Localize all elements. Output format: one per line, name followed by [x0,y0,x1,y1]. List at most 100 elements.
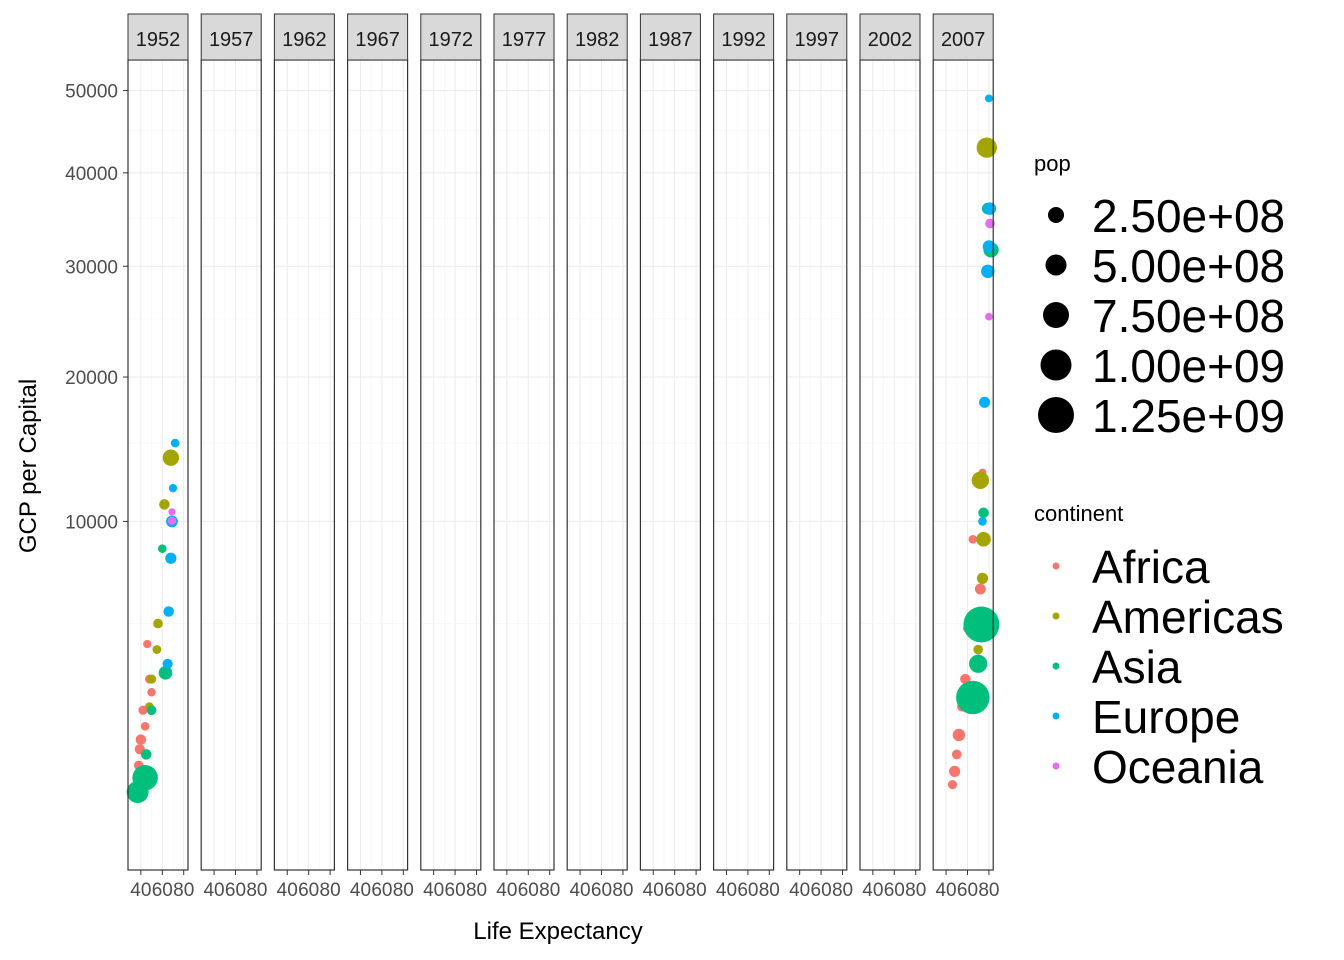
x-tick-label: 80 [466,880,487,901]
facet-strip [932,13,994,61]
size-legend-label: 1.25e+09 [1092,390,1285,442]
x-tick-label: 40 [496,880,517,901]
y-tick-label: 10000 [65,512,118,533]
facet-strip-label: 1987 [648,29,693,51]
color-legend-label: Americas [1092,591,1284,643]
x-tick-label: 60 [152,880,173,901]
point-asia-2007 [963,606,1000,643]
point-africa-2007 [952,728,966,742]
x-tick-label: 80 [686,880,707,901]
x-tick-label: 40 [203,880,224,901]
x-tick-label: 80 [612,880,633,901]
facet-panel-1997: 1997 40 60 80 [786,13,853,901]
color-legend-key-americas [1052,612,1060,620]
color-legend-key-europe [1052,712,1060,720]
facet-panel-1987: 1987 40 60 80 [639,13,707,901]
facet-strip-label: 1962 [282,29,327,51]
panel-border [493,59,555,871]
point-americas-1952 [162,449,180,466]
point-europe-1952 [165,552,177,564]
y-axis: 10000 20000 30000 40000 50000 [65,82,128,533]
facet-strip-label: 2007 [941,29,986,51]
point-africa-2007 [947,780,958,790]
point-asia-1952 [146,705,157,716]
point-europe-1952 [163,606,174,617]
facet-strip [859,13,921,61]
x-tick-label: 60 [591,880,612,901]
facet-strip [200,13,262,61]
panel-border [566,59,628,871]
facet-strip [420,13,482,61]
panel-border [273,59,335,871]
size-legend-key [1045,254,1067,276]
facet-strip [786,13,848,61]
facet-strip [566,13,628,61]
point-oceania-1952 [168,508,176,516]
facet-strip-label: 1982 [575,29,620,51]
x-tick-label: 80 [832,880,853,901]
facet-panel-1957: 1957 40 60 80 [200,13,267,901]
point-americas-2007 [973,644,984,655]
size-legend-label: 2.50e+08 [1092,190,1285,242]
x-tick-label: 40 [423,880,444,901]
color-legend-key-asia [1052,662,1060,670]
point-asia-2007 [956,680,990,715]
point-asia-1952 [157,544,167,553]
size-legend-key [1048,207,1064,223]
point-americas-1952 [159,499,170,510]
size-legend-title: pop [1034,151,1071,176]
point-africa-2007 [968,535,978,544]
point-americas-2007 [976,572,989,584]
x-tick-label: 80 [539,880,560,901]
point-asia-1952 [126,781,149,804]
color-legend-key-africa [1052,562,1060,570]
point-africa-2007 [951,749,962,760]
facet-panel-1972: 1972 40 60 80 [420,13,487,901]
x-tick-label: 40 [862,880,883,901]
color-legend-label: Asia [1092,641,1182,693]
x-tick-label: 40 [277,880,298,901]
point-americas-2007 [976,137,997,158]
panel-border [347,59,409,871]
facet-strip [713,13,775,61]
point-africa-1952 [143,639,152,649]
facet-strip-label: 2002 [868,29,913,51]
panel-border [200,59,262,871]
size-legend-label: 7.50e+08 [1092,290,1285,342]
point-europe-2007 [978,517,987,526]
x-tick-label: 60 [298,880,319,901]
point-asia-2007 [978,507,989,519]
facet-strip [347,13,409,61]
x-tick-label: 80 [978,880,999,901]
facet-strip-label: 1967 [355,29,400,51]
size-legend-label: 1.00e+09 [1092,340,1285,392]
color-legend-label: Europe [1092,691,1240,743]
facet-strip-label: 1977 [502,29,547,51]
x-tick-label: 60 [957,880,978,901]
point-asia-1952 [140,749,152,760]
point-americas-2007 [976,532,991,547]
facet-strip-label: 1972 [429,29,474,51]
panel-border [859,59,921,871]
facet-strip [639,13,701,61]
x-tick-label: 40 [350,880,371,901]
facet-panel-1952: 1952 40 60 80 [126,13,194,901]
point-europe-1952 [168,483,178,493]
point-americas-1952 [153,618,163,629]
point-africa-1952 [138,705,148,715]
facet-panel-1962: 1962 40 60 80 [273,13,341,901]
y-tick-label: 30000 [65,257,118,278]
point-europe-1952 [170,438,180,448]
point-africa-1952 [147,688,156,697]
facet-panel-1992: 1992 40 60 80 [712,13,780,901]
point-europe-2007 [984,94,993,103]
x-tick-label: 80 [320,880,341,901]
point-europe-1952 [162,658,173,669]
color-legend-label: Africa [1092,541,1210,593]
point-europe-2007 [979,396,991,408]
facet-panel-2007: 2007 40 60 80 [932,13,1000,901]
point-africa-1952 [140,721,150,731]
x-tick-label: 40 [130,880,151,901]
y-tick-label: 20000 [65,368,118,389]
